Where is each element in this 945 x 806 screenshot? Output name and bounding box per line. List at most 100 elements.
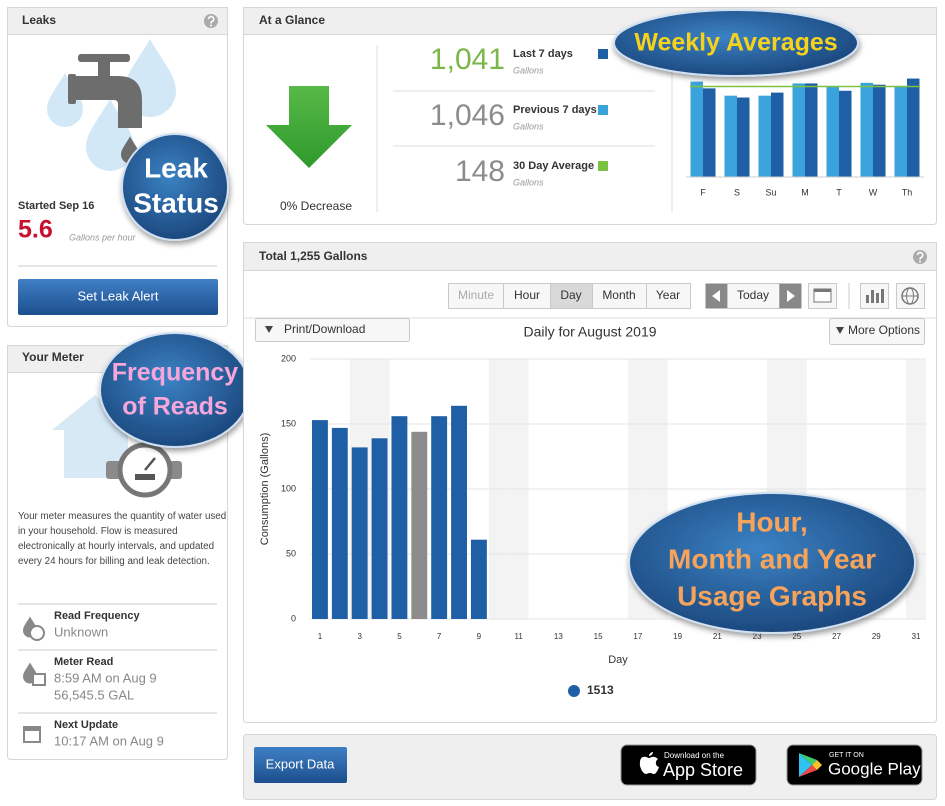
x-tick-label: 11	[514, 632, 523, 641]
x-tick-label: 3	[357, 632, 362, 641]
bar	[470, 539, 487, 619]
frequency-callout	[99, 332, 251, 448]
next-button[interactable]	[779, 283, 802, 309]
bar	[839, 90, 852, 177]
today-label: Today	[737, 288, 769, 302]
x-tick-label: Th	[902, 187, 913, 197]
callout-text: Hour,	[736, 506, 808, 537]
button-label: Set Leak Alert	[78, 288, 159, 303]
leak-rate-unit: Gallons per hour	[69, 232, 137, 242]
glance-unit: Gallons	[513, 177, 544, 187]
meter-icon	[106, 442, 182, 498]
faucet-icon	[68, 54, 142, 164]
y-tick-label: 0	[291, 613, 296, 623]
print-button[interactable]	[255, 318, 410, 342]
row-label: Meter Read	[54, 656, 113, 668]
interval-button[interactable]	[503, 283, 551, 309]
row-value: 10:17 AM on Aug 9	[54, 733, 164, 748]
x-tick-label: M	[801, 187, 809, 197]
leak-rate: 5.6	[18, 216, 53, 244]
row-label: Next Update	[54, 719, 118, 731]
app-store-badge[interactable]	[620, 744, 757, 786]
x-tick-label: 19	[673, 632, 682, 641]
chart-type-button[interactable]	[860, 283, 889, 309]
interval-button[interactable]	[448, 283, 504, 309]
glance-label: Previous 7 days	[513, 104, 597, 116]
panel-title: At a Glance	[259, 13, 325, 27]
interval-label: Minute	[458, 288, 494, 302]
export-button[interactable]	[254, 747, 347, 783]
y-tick-label: 100	[281, 483, 296, 493]
badge-text: Download on the	[664, 751, 725, 760]
meter-description: Your meter measures the quantity of wate…	[18, 511, 227, 567]
x-tick-label: 15	[594, 632, 603, 641]
x-tick-label: 9	[477, 632, 482, 641]
x-tick-label: 23	[753, 632, 762, 641]
legend-swatch	[598, 49, 608, 59]
bar	[771, 92, 784, 177]
y-axis-label: Consumption (Gallons)	[259, 433, 271, 546]
bar	[371, 438, 388, 619]
interval-button[interactable]	[646, 283, 691, 309]
y-tick-label: 150	[281, 418, 296, 428]
callout-text: Month and Year	[668, 543, 876, 574]
more-options-button[interactable]	[829, 318, 925, 345]
help-icon[interactable]	[913, 250, 927, 264]
more-options-label: More Options	[848, 323, 920, 337]
panel-header	[243, 242, 937, 271]
callout-text: Frequency	[112, 359, 239, 387]
change-label: 0% Decrease	[280, 199, 352, 213]
panel-title: Total 1,255 Gallons	[259, 249, 368, 263]
google-play-badge[interactable]	[786, 744, 923, 786]
bar	[690, 81, 703, 177]
x-axis-label: Day	[608, 654, 628, 666]
footer-frame	[243, 734, 937, 800]
x-tick-label: S	[734, 187, 740, 197]
callout-text: of Reads	[122, 393, 228, 421]
frequency-icon	[23, 616, 45, 641]
weekly-callout	[613, 9, 859, 77]
x-tick-label: 31	[912, 632, 921, 641]
callout-text: Usage Graphs	[677, 580, 867, 611]
footer: Export Data Download on the App Store GE…	[243, 734, 937, 800]
legend-label: 1513	[587, 683, 614, 697]
panel-header	[7, 7, 228, 35]
x-tick-label: 25	[792, 632, 801, 641]
badge-text: App Store	[663, 760, 743, 780]
calendar-button[interactable]	[808, 283, 837, 309]
interval-button-active[interactable]	[550, 283, 593, 309]
bar	[411, 431, 428, 619]
callout-text: Status	[133, 187, 219, 218]
bar	[758, 95, 771, 177]
print-label: Print/Download	[284, 322, 365, 336]
row-value: 8:59 AM on Aug 9	[54, 670, 157, 685]
help-icon[interactable]	[204, 14, 218, 28]
leak-start: Started Sep 16	[18, 200, 94, 212]
glance-value: 1,046	[430, 99, 505, 132]
bar	[873, 84, 886, 177]
y-tick-label: 200	[281, 353, 296, 363]
chart-title: Daily for August 2019	[523, 324, 656, 340]
interval-label: Month	[602, 288, 635, 302]
globe-button[interactable]	[896, 283, 925, 309]
prev-button[interactable]	[705, 283, 728, 309]
bar	[724, 95, 737, 177]
interval-button[interactable]	[592, 283, 647, 309]
callout-text: Leak	[144, 152, 208, 183]
leak-alert-button[interactable]: Set Leak Alert	[18, 279, 218, 315]
bar	[792, 83, 805, 177]
panel-title: Your Meter	[22, 350, 84, 364]
x-tick-label: Su	[765, 187, 776, 197]
bar	[451, 405, 467, 619]
panel-title: Leaks	[22, 13, 56, 27]
bar	[826, 86, 839, 177]
x-tick-label: W	[869, 187, 878, 197]
glance-unit: Gallons	[513, 121, 544, 131]
row-value: 56,545.5 GAL	[54, 687, 134, 702]
meter-panel: Your Meter Frequency of Reads Read Frequ…	[7, 332, 251, 760]
decrease-arrow	[266, 86, 352, 168]
x-tick-label: T	[836, 187, 842, 197]
bar	[431, 416, 448, 619]
